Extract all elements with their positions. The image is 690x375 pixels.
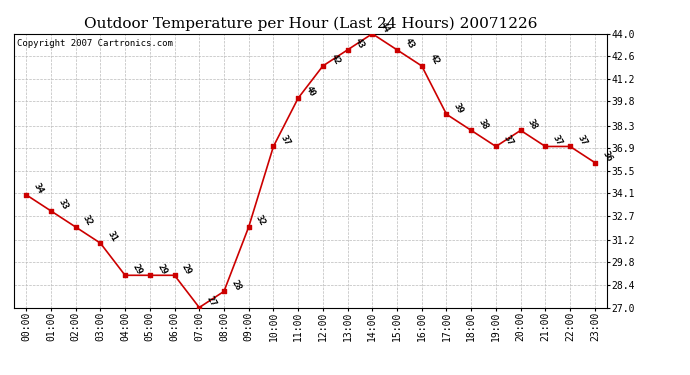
Text: 29: 29 [155,262,168,276]
Point [169,272,180,278]
Point [194,304,205,310]
Point [441,111,452,117]
Text: Copyright 2007 Cartronics.com: Copyright 2007 Cartronics.com [17,39,172,48]
Point [367,31,378,37]
Text: 38: 38 [477,117,490,131]
Text: 34: 34 [32,182,45,195]
Text: 37: 37 [551,133,564,147]
Text: 44: 44 [378,21,391,34]
Point [46,208,57,214]
Text: 29: 29 [130,262,144,276]
Point [293,95,304,101]
Point [564,144,575,150]
Text: 31: 31 [106,230,119,244]
Text: 43: 43 [353,37,366,51]
Point [540,144,551,150]
Text: 32: 32 [81,214,95,228]
Point [391,47,402,53]
Point [416,63,427,69]
Point [491,144,502,150]
Text: 37: 37 [575,133,589,147]
Point [589,160,600,166]
Point [95,240,106,246]
Text: 42: 42 [328,53,342,67]
Text: 32: 32 [254,214,268,228]
Title: Outdoor Temperature per Hour (Last 24 Hours) 20071226: Outdoor Temperature per Hour (Last 24 Ho… [83,17,538,31]
Point [317,63,328,69]
Text: 38: 38 [526,117,540,131]
Point [515,128,526,134]
Text: 42: 42 [427,53,440,67]
Point [144,272,155,278]
Point [466,128,477,134]
Text: 36: 36 [600,149,613,163]
Text: 43: 43 [402,37,416,51]
Text: 33: 33 [57,198,70,211]
Point [119,272,130,278]
Point [219,288,230,294]
Text: 37: 37 [502,133,515,147]
Point [268,144,279,150]
Text: 40: 40 [304,85,317,99]
Text: 29: 29 [180,262,193,276]
Point [342,47,353,53]
Text: 37: 37 [279,133,292,147]
Point [70,224,81,230]
Text: 39: 39 [452,101,465,115]
Text: 27: 27 [205,294,218,308]
Point [243,224,254,230]
Text: 28: 28 [230,278,243,292]
Point [21,192,32,198]
